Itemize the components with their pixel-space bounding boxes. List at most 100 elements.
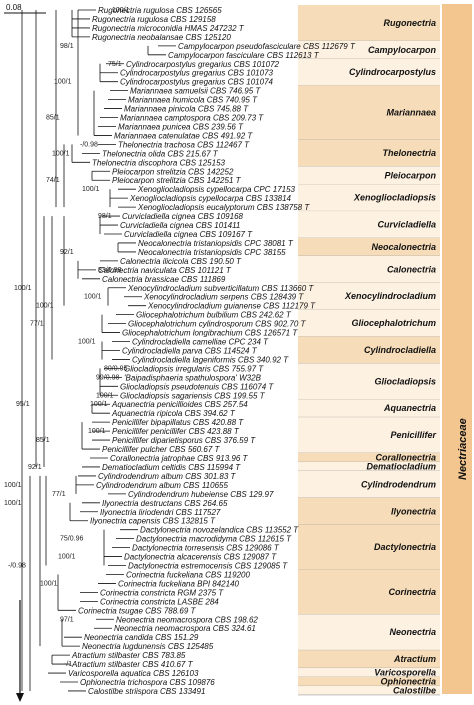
taxon-label: Thelonectria olida CBS 215.67 T xyxy=(102,149,219,158)
genus-label: Corinectria xyxy=(388,587,436,597)
support-value: 83/0.98 xyxy=(98,267,121,274)
genus-band xyxy=(298,184,440,212)
taxon-label: Cylindrocarpostylus gregarius CBS 101074 xyxy=(120,78,274,87)
taxon-label: Aquanectria penicillioides CBS 257.54 xyxy=(111,400,248,409)
support-value: 92/1 xyxy=(60,249,74,256)
genus-label: Ophionectria xyxy=(380,677,436,687)
support-value: 77/1 xyxy=(30,321,44,328)
taxon-label: Xenocylindrocladium guianense CBS 112179… xyxy=(147,302,316,311)
taxon-label: Corinectria tsugae CBS 788.69 T xyxy=(78,606,197,615)
taxon-label: Mariannaea samuelsii CBS 746.95 T xyxy=(130,87,261,96)
genus-band xyxy=(298,40,440,59)
support-value: 99/0.98 xyxy=(96,374,119,381)
support-value: -/0.98 xyxy=(80,141,98,148)
genus-band xyxy=(298,470,440,498)
taxon-labels: Rugonectria rugulosa CBS 126565Rugonectr… xyxy=(68,6,356,696)
genus-label: Xenocylindrocladium xyxy=(344,291,436,301)
genus-label: Xenogliocladiopsis xyxy=(353,193,436,203)
genus-label: Calonectria xyxy=(387,264,436,274)
taxon-label: Campylocarpon fasciculare CBS 112613 T xyxy=(168,51,320,60)
genus-band xyxy=(298,85,440,140)
support-value: 74/1 xyxy=(46,177,60,184)
taxon-label: Cylindrodendrum album CBS 110655 xyxy=(96,481,228,490)
taxon-label: Corinectria constricta LASBE 284 xyxy=(100,597,219,606)
genus-band xyxy=(298,282,440,310)
taxon-label: Corinectria fuckeliana BPI 842140 xyxy=(118,579,240,588)
taxon-label: Curvicladiella cignea CBS 101411 xyxy=(120,221,240,230)
taxon-label: Cylindrocladiella parva CBS 114524 T xyxy=(122,346,258,355)
taxon-label: Dactylonectria torresensis CBS 129086 T xyxy=(132,544,280,553)
support-value: -/0.98 xyxy=(8,563,26,570)
taxon-label: Cylindrocladiella lageniformis CBS 340.9… xyxy=(132,355,289,364)
root-arrow-head xyxy=(16,693,24,702)
taxon-label: Rugonectria rugulosa CBS 126565 xyxy=(98,6,222,15)
genus-label: Aquanectria xyxy=(383,403,436,413)
genus-label: Pleiocarpon xyxy=(384,170,436,180)
taxon-label: Ilyonectria capensis CBS 132815 T xyxy=(90,517,216,526)
genus-label: Atractium xyxy=(393,654,436,664)
taxon-label: Penicillifer bipapillatus CBS 420.88 T xyxy=(112,418,244,427)
genus-band xyxy=(298,453,440,462)
taxon-label: Dactylonectria macrodidyma CBS 112615 T xyxy=(136,535,292,544)
taxon-label: Pleiocarpon strelitzia CBS 142252 xyxy=(112,167,234,176)
genus-band xyxy=(298,399,440,418)
genus-band xyxy=(298,139,440,167)
taxon-label: Atractium stilbaster CBS 410.67 T xyxy=(71,660,194,669)
genus-label: Penicillifer xyxy=(390,430,436,440)
taxon-label: Rugonectria microconidia HMAS 247232 T xyxy=(92,24,245,33)
genus-label: Ilyonectria xyxy=(391,506,436,516)
support-value: 85/1 xyxy=(36,437,50,444)
taxon-label: Gliocladiopsis irregularis CBS 755.97 T xyxy=(124,364,264,373)
genus-band xyxy=(298,461,440,471)
taxon-label: Calonectria naviculata CBS 101121 T xyxy=(98,266,232,275)
taxon-label: Neonectria neomacrospora CBS 198.62 xyxy=(116,615,258,624)
taxon-label: Gliocephalotrichum bulbilium CBS 242.62 … xyxy=(136,311,292,320)
genus-label: Rugonectria xyxy=(383,18,436,28)
support-value: 100/1 xyxy=(84,294,102,301)
genus-label: Cylindrodendrum xyxy=(361,479,436,489)
genus-band xyxy=(298,336,440,364)
genus-label: Calostilbe xyxy=(393,685,436,695)
taxon-label: Corinectria constricta RGM 2375 T xyxy=(100,588,224,597)
genus-label: Gliocephalotrichum xyxy=(351,318,436,328)
genus-band xyxy=(298,417,440,454)
taxon-label: Penicillifer pulcher CBS 560.67 T xyxy=(102,445,221,454)
genus-label: Corallonectria xyxy=(375,453,436,463)
support-value: 98/1 xyxy=(98,213,112,220)
support-value: 100/1 xyxy=(54,79,72,86)
taxon-label: Aquanectria ripicola CBS 394.62 T xyxy=(111,409,236,418)
support-value: 100/1 xyxy=(88,428,106,435)
genus-labels: Rugonectria Campylocarpon Cylindrocarposty… xyxy=(344,18,437,696)
genus-band xyxy=(298,5,440,41)
taxon-label: Neonectria neomacrospora CBS 324.61 xyxy=(114,624,256,633)
taxon-label: Rugonectria rugulosa CBS 129158 xyxy=(92,15,216,24)
family-label: Nectriaceae xyxy=(457,418,469,480)
genus-band xyxy=(298,309,440,337)
genus-label: Gliocladiopsis xyxy=(374,376,436,386)
taxon-label: Xenogliocladiopsis eucalyptorum CBS 1387… xyxy=(137,203,310,212)
taxon-label: Dactylonectria alcacerensis CBS 129087 T xyxy=(124,553,277,562)
genus-label: Curvicladiella xyxy=(377,220,436,230)
genus-band xyxy=(298,569,440,615)
genus-band xyxy=(298,614,440,651)
taxon-label: Cylindrocladiella camelliae CPC 234 T xyxy=(132,338,269,347)
genus-band xyxy=(298,166,440,185)
genus-band xyxy=(298,677,440,686)
support-value: -/1 xyxy=(64,661,72,668)
taxon-label: Curvicladiella cignea CBS 109168 xyxy=(122,212,244,221)
taxon-label: Calonectria brassicae CBS 111869 xyxy=(102,275,226,284)
support-value: 100/1 xyxy=(96,392,114,399)
support-value: 100/1 xyxy=(36,303,54,310)
taxon-label: Neonectria candida CBS 151.29 xyxy=(84,633,199,642)
genus-bands xyxy=(298,5,440,696)
genus-label: Campylocarpon xyxy=(368,45,437,55)
support-value: 100/1 xyxy=(14,285,32,292)
taxon-label: Penicillifer penicillifer CBS 423.88 T xyxy=(112,427,240,436)
genus-band xyxy=(298,524,440,570)
support-value: 100/1 xyxy=(78,339,96,346)
genus-label: Cylindrocladiella xyxy=(364,345,436,355)
support-value: 100/1 xyxy=(112,7,130,14)
genus-band xyxy=(298,668,440,678)
taxon-label: Mariannaea humicola CBS 740.95 T xyxy=(128,96,258,105)
